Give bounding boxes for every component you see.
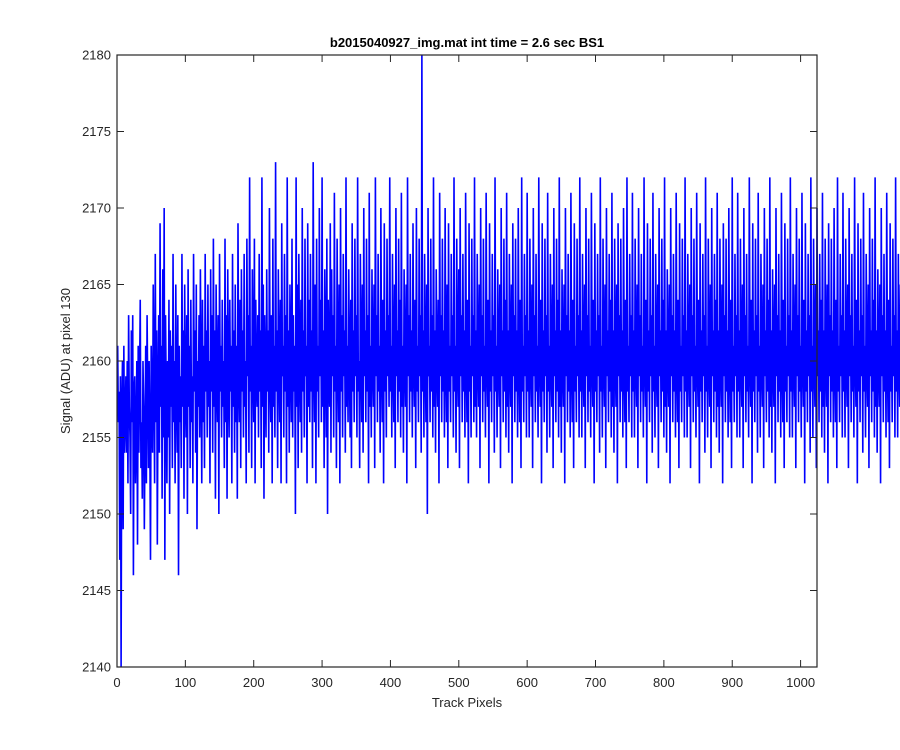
y-tick-label: 2150 xyxy=(82,507,111,522)
y-tick-label: 2180 xyxy=(82,48,111,63)
y-tick-label: 2145 xyxy=(82,583,111,598)
data-layer xyxy=(116,54,900,668)
y-tick-label: 2165 xyxy=(82,277,111,292)
y-axis-label: Signal (ADU) at pixel 130 xyxy=(58,288,73,434)
tick-layer: 0 100 200 300 400 500 600 700 800 900 1000 2140 2145… xyxy=(82,48,817,690)
x-tick-label: 700 xyxy=(585,675,607,690)
x-axis-label: Track Pixels xyxy=(432,695,503,710)
y-tick-label: 2155 xyxy=(82,430,111,445)
y-tick-label: 2170 xyxy=(82,201,111,216)
x-tick-label: 600 xyxy=(516,675,538,690)
x-tick-label: 900 xyxy=(721,675,743,690)
x-tick-label: 300 xyxy=(311,675,333,690)
y-tick-label: 2140 xyxy=(82,660,111,675)
y-tick-label: 2160 xyxy=(82,354,111,369)
axes-box xyxy=(116,54,818,668)
x-tick-label: 100 xyxy=(175,675,197,690)
x-tick-label: 0 xyxy=(113,675,120,690)
x-tick-label: 1000 xyxy=(786,675,815,690)
x-tick-label: 500 xyxy=(448,675,470,690)
chart-title: b2015040927_img.mat int time = 2.6 sec B… xyxy=(330,35,604,50)
x-tick-label: 200 xyxy=(243,675,265,690)
x-tick-label: 400 xyxy=(380,675,402,690)
x-tick-label: 800 xyxy=(653,675,675,690)
y-tick-label: 2175 xyxy=(82,124,111,139)
series-line xyxy=(116,54,900,668)
